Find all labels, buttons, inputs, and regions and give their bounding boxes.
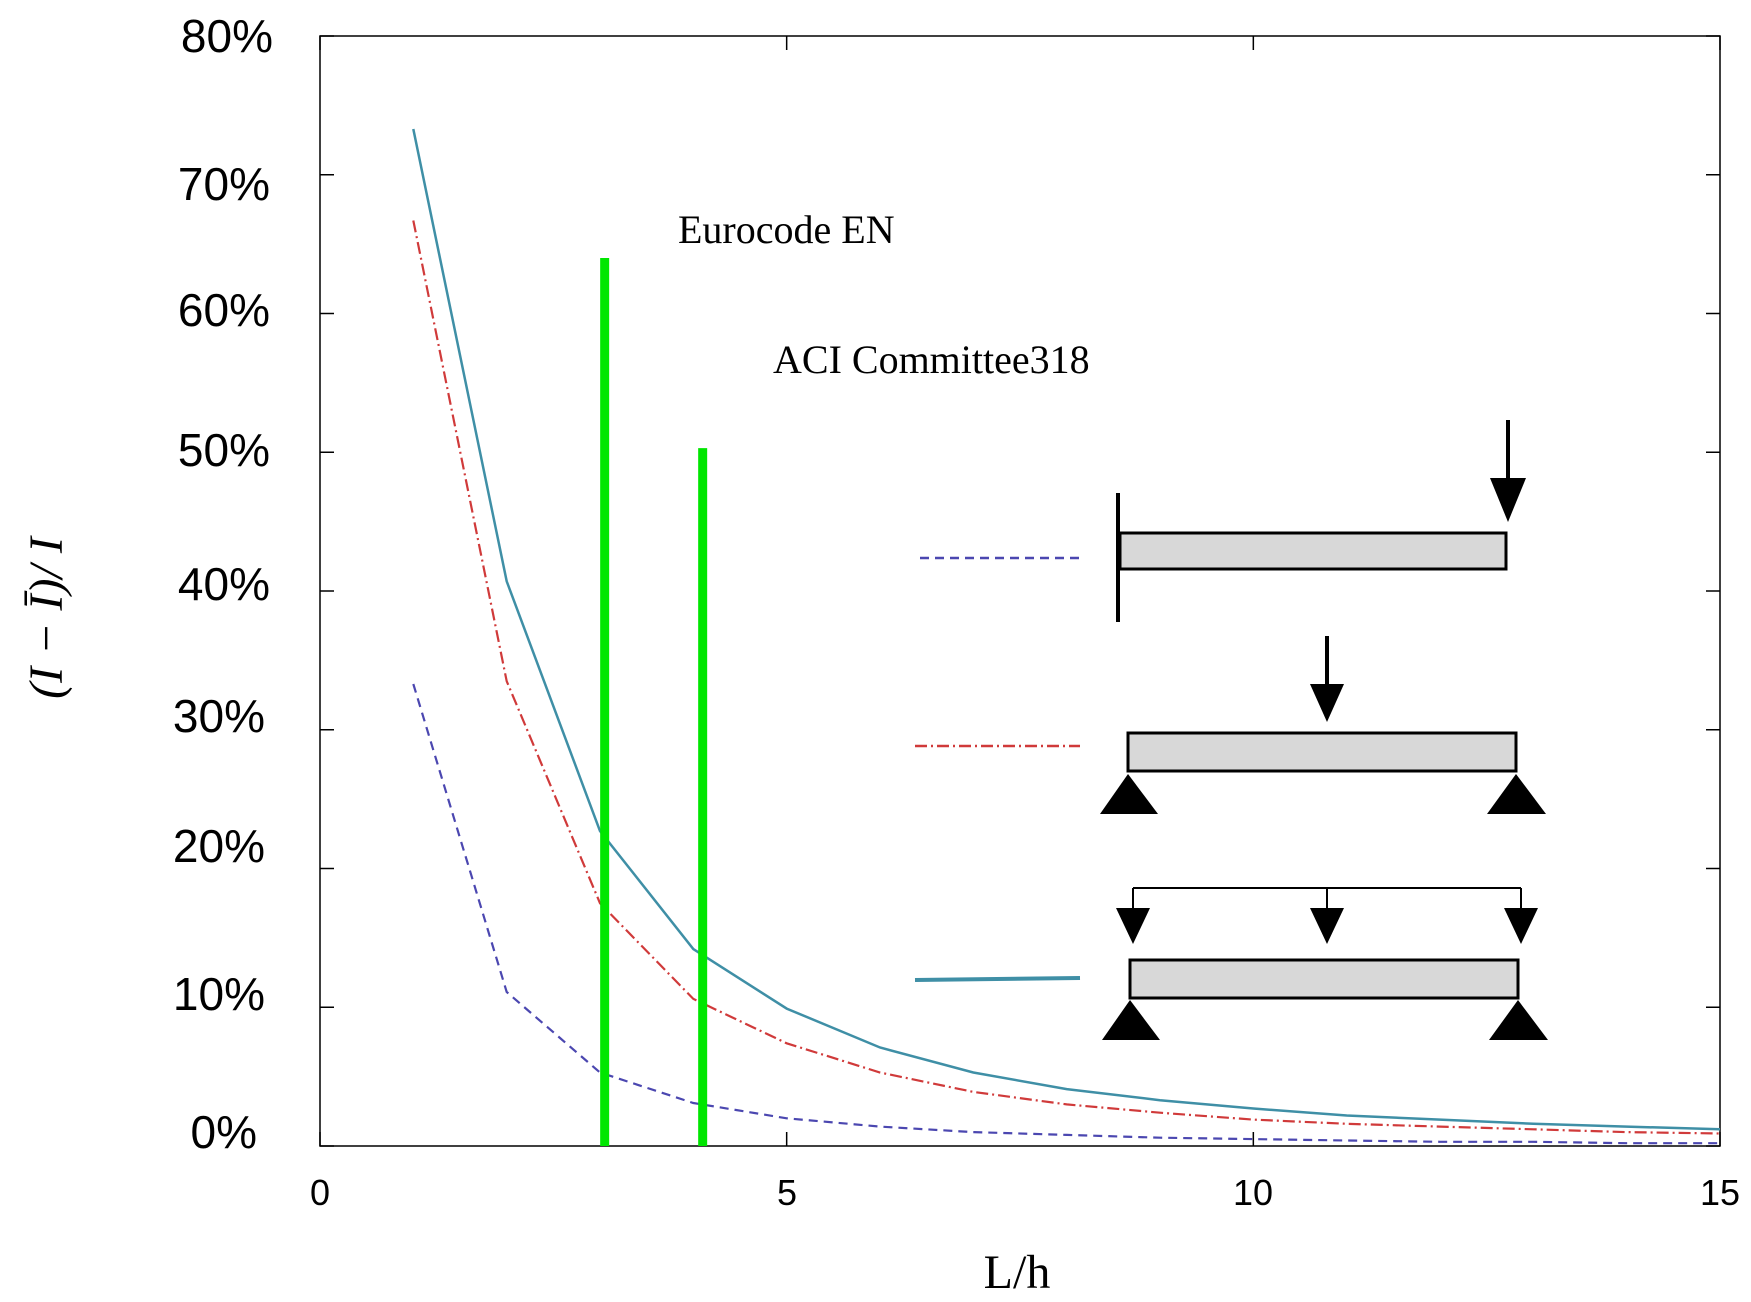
y-tick-labels: 80% 70% 60% 50% 40% 30% 20% 10% 0% xyxy=(173,10,273,1158)
y-axis-title: (I − Ī)/ I xyxy=(20,535,73,699)
x-tick-label-0: 0 xyxy=(310,1172,330,1213)
cantilever-beam-icon xyxy=(1116,420,1526,622)
x-tick-labels: 0 5 10 15 xyxy=(310,1172,1740,1213)
series-line-simply-supported-midspan-load xyxy=(412,220,1721,1135)
y-tick-label-0: 0% xyxy=(191,1106,257,1158)
legend-swatch-solid xyxy=(914,976,1081,982)
y-tick-label-30: 30% xyxy=(173,690,265,742)
y-tick-label-10: 10% xyxy=(173,968,265,1020)
axis-ticks xyxy=(319,35,1721,1147)
y-tick-label-20: 20% xyxy=(173,820,265,872)
y-tick-label-80: 80% xyxy=(181,10,273,62)
y-tick-label-60: 60% xyxy=(178,284,270,336)
x-axis-title: L/h xyxy=(984,1246,1051,1299)
y-tick-label-70: 70% xyxy=(178,158,270,210)
x-tick-label-5: 5 xyxy=(777,1172,797,1213)
simply-supported-distributed-load-icon xyxy=(1102,887,1548,1040)
series-line-simply-supported-distributed-load xyxy=(412,128,1721,1131)
eurocode-label: Eurocode EN xyxy=(678,207,895,252)
series-layer xyxy=(412,128,1721,1145)
vertical-lines xyxy=(600,258,708,1146)
simply-supported-point-load-icon xyxy=(1100,636,1546,814)
x-tick-label-10: 10 xyxy=(1233,1172,1273,1213)
y-tick-label-40: 40% xyxy=(178,558,270,610)
x-tick-label-15: 15 xyxy=(1700,1172,1740,1213)
legend xyxy=(914,420,1548,1040)
y-tick-label-50: 50% xyxy=(178,424,270,476)
series-line-cantilever-point-load xyxy=(412,683,1720,1145)
aci-label: ACI Committee318 xyxy=(773,337,1090,382)
